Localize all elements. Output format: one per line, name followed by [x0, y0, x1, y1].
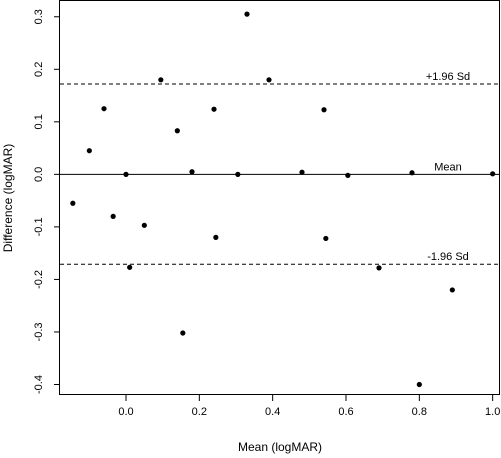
data-point — [174, 128, 180, 134]
x-axis: 0.0 0.2 0.4 0.6 0.8 1.0 — [118, 395, 500, 418]
x-tick-label: 0.4 — [265, 406, 280, 418]
data-point — [299, 169, 305, 175]
y-tick-label: -0.1 — [33, 217, 45, 236]
reference-lines: +1.96 Sd Mean -1.96 Sd — [60, 71, 500, 265]
x-tick-label: 0.2 — [192, 406, 207, 418]
data-point — [409, 170, 415, 176]
data-point — [211, 106, 217, 112]
data-points — [70, 11, 496, 388]
data-point — [180, 330, 186, 336]
ref-line-label: -1.96 Sd — [427, 251, 469, 263]
x-tick-label: 1.0 — [485, 406, 500, 418]
data-point — [235, 171, 241, 177]
data-point — [244, 11, 250, 17]
y-tick-label: -0.2 — [33, 270, 45, 289]
data-point — [86, 148, 92, 154]
data-point — [123, 171, 129, 177]
data-point — [321, 107, 327, 113]
y-tick-label: -0.3 — [33, 322, 45, 341]
data-point — [449, 287, 455, 293]
x-tick-label: 0.6 — [338, 406, 353, 418]
data-point — [158, 77, 164, 83]
data-point — [110, 213, 116, 219]
ref-line-label: +1.96 Sd — [426, 71, 470, 83]
y-tick-label: 0.3 — [33, 9, 45, 24]
y-axis: -0.4 -0.3 -0.2 -0.1 0.0 0.1 0.2 0.3 — [33, 9, 60, 394]
x-tick-label: 0.8 — [412, 406, 427, 418]
data-point — [70, 200, 76, 206]
y-tick-label: 0.0 — [33, 167, 45, 182]
x-axis-title: Mean (logMAR) — [238, 440, 322, 454]
x-tick-label: 0.0 — [118, 406, 133, 418]
ref-line-label: Mean — [434, 161, 462, 173]
y-tick-label: 0.1 — [33, 114, 45, 129]
y-axis-title: Difference (logMAR) — [1, 144, 15, 252]
data-point — [127, 264, 133, 270]
plot-frame — [59, 0, 500, 395]
data-point — [213, 234, 219, 240]
data-point — [376, 265, 382, 271]
y-tick-label: 0.2 — [33, 62, 45, 77]
data-point — [189, 169, 195, 175]
y-tick-label: -0.4 — [33, 375, 45, 394]
data-point — [345, 172, 351, 179]
data-point — [101, 106, 107, 112]
data-point — [141, 222, 147, 228]
data-point — [490, 171, 496, 177]
data-point — [323, 235, 329, 242]
data-point — [266, 77, 272, 83]
data-point — [416, 381, 422, 388]
